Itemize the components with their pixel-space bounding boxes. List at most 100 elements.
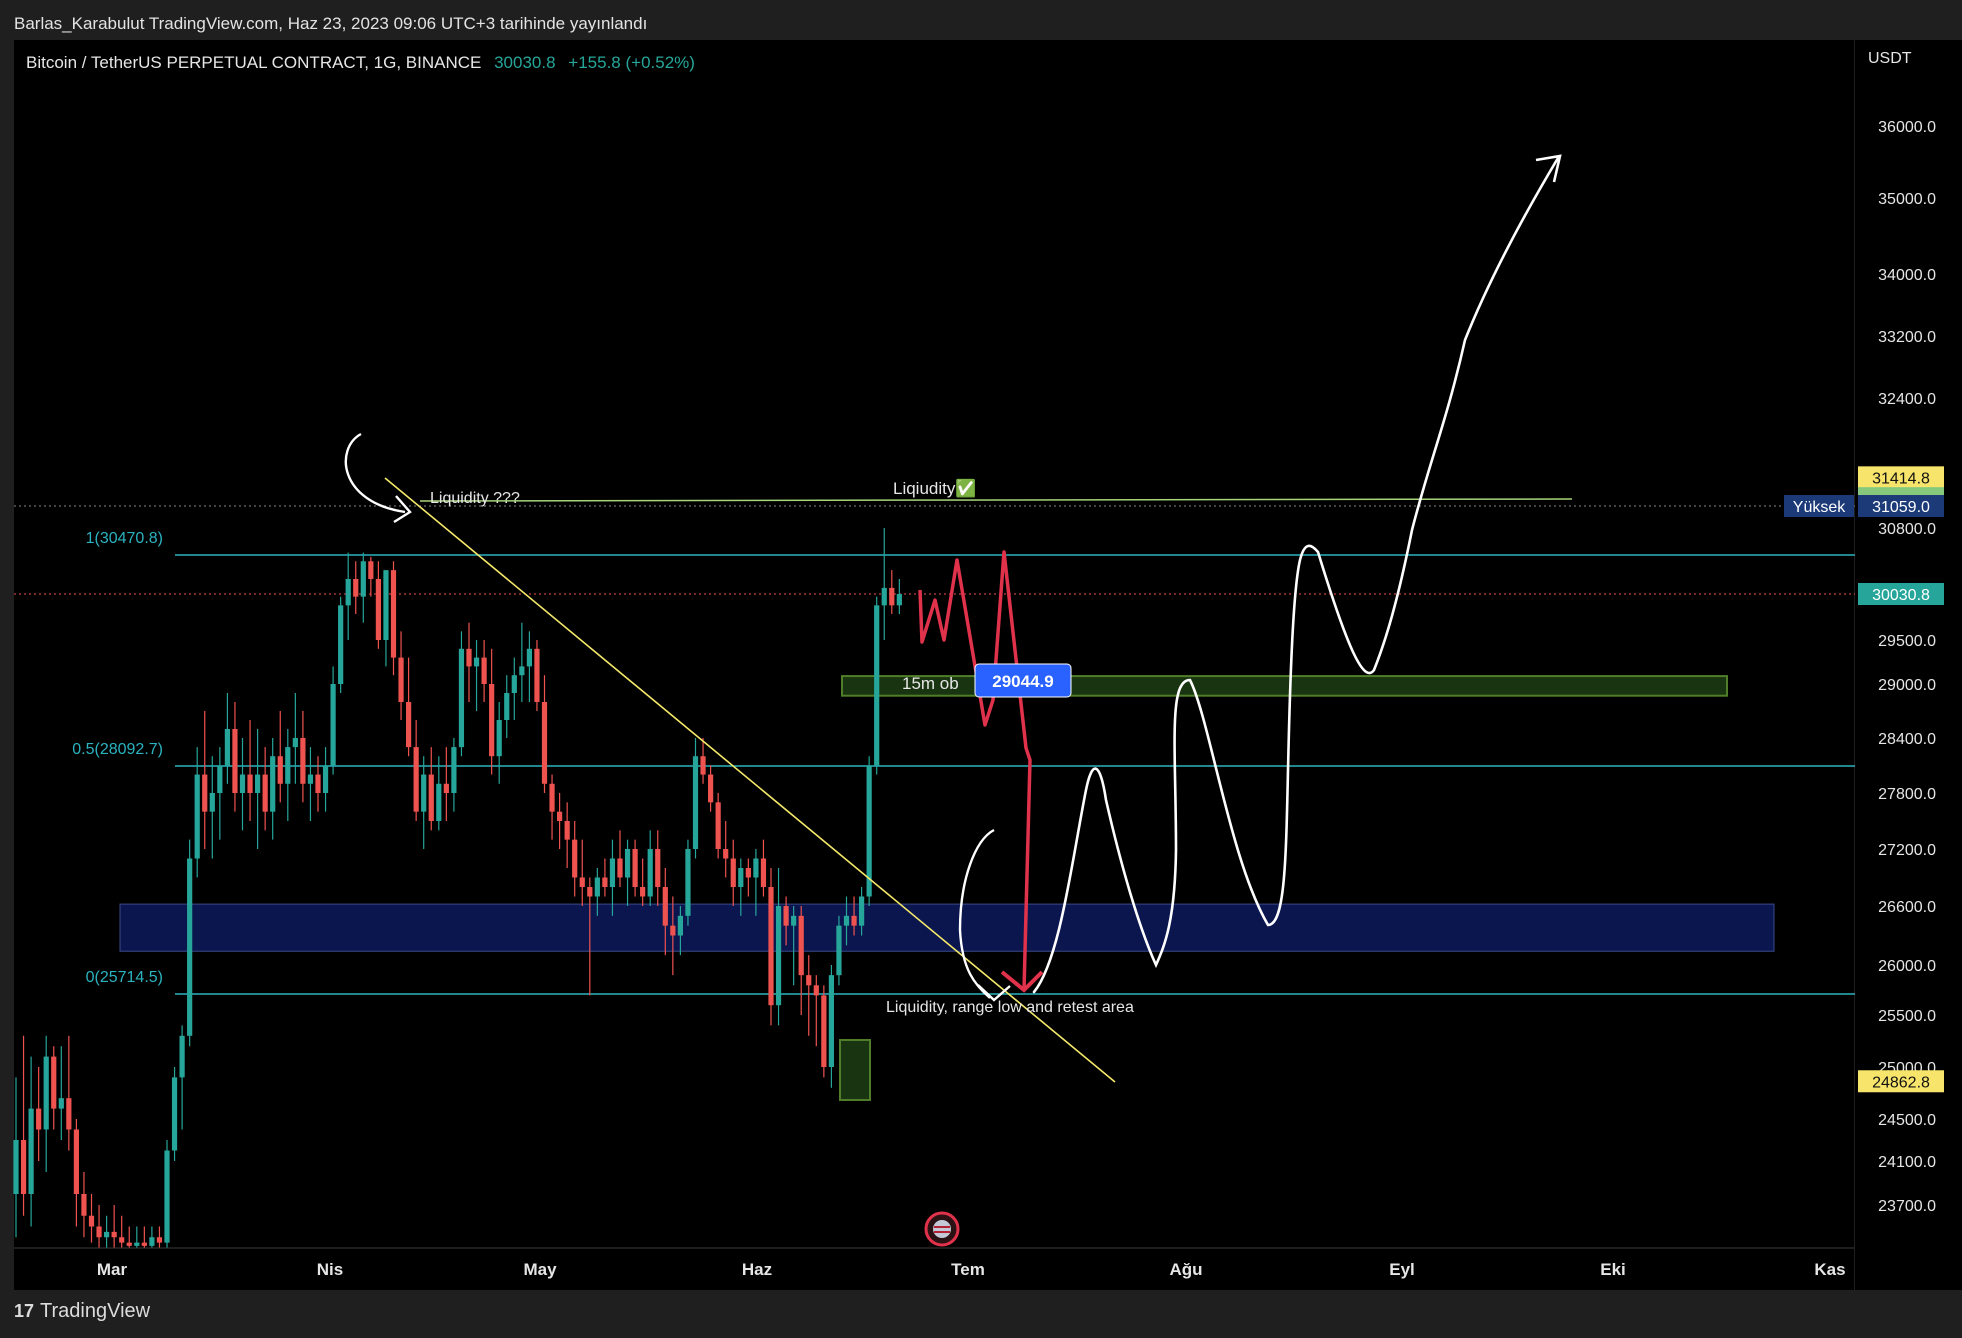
candle-body [458, 648, 465, 748]
candle-body [572, 839, 578, 878]
y-tick-label: 29000.0 [1878, 677, 1936, 694]
candle-body [247, 774, 253, 793]
candle-body [783, 906, 789, 926]
candle-body [209, 793, 215, 812]
candle-body [202, 774, 208, 812]
candle-body [58, 1098, 64, 1109]
y-tick-label: 24500.0 [1878, 1112, 1936, 1129]
candle-body [655, 849, 661, 887]
y-tick-label: 33200.0 [1878, 329, 1936, 346]
x-tick-label: Ağu [1169, 1260, 1202, 1279]
annotation-range-low: Liquidity, range low and retest area [886, 999, 1134, 1016]
candle-body [662, 887, 668, 926]
candle-body [489, 684, 495, 757]
candle-body [255, 774, 261, 793]
x-tick-label: Eyl [1389, 1260, 1415, 1279]
candle-body [171, 1077, 178, 1151]
projection-path [918, 550, 1032, 991]
candle-body [617, 858, 623, 878]
candle-body [859, 896, 865, 926]
candle-body [451, 747, 457, 793]
y-tick-label: 29500.0 [1878, 633, 1936, 650]
callout-price: 29044.9 [992, 672, 1053, 691]
candle-body [466, 648, 472, 667]
flag-icon[interactable] [924, 1211, 960, 1247]
footer-bar [0, 1290, 1962, 1338]
candle-body [775, 906, 782, 1006]
price-tag-value: 31414.8 [1872, 470, 1930, 487]
candle-body [111, 1231, 117, 1238]
chart-panel[interactable] [14, 40, 1854, 1290]
price-tag [1858, 583, 1944, 605]
candle-body [134, 1242, 140, 1246]
candle-body [564, 821, 570, 840]
candle-body [685, 849, 691, 916]
candle-body [141, 1242, 147, 1246]
candle-body [187, 858, 193, 1036]
candle-body [587, 887, 593, 897]
symbol-header: Bitcoin / TetherUS PERPETUAL CONTRACT, 1… [26, 53, 695, 73]
candle-body [13, 1140, 19, 1194]
candle-body [96, 1226, 102, 1238]
candle-body [473, 657, 480, 667]
annotation-liquidity-check: Liqiudity✅ [893, 478, 977, 498]
liquidity-arrowhead [393, 495, 412, 524]
candle-body [88, 1215, 95, 1227]
symbol-name: Bitcoin / TetherUS PERPETUAL CONTRACT, 1… [26, 53, 482, 72]
y-tick-label: 34000.0 [1878, 267, 1936, 284]
drawings-layer: Liquidity ??? Liqiudity✅ 15m ob Liquidity, … [344, 154, 1562, 1083]
tradingview-logo[interactable]: 17 TradingView [14, 1300, 150, 1323]
candle-body [723, 849, 729, 859]
candle-body [481, 657, 487, 684]
brand-name: TradingView [40, 1300, 151, 1322]
candle-body [224, 729, 230, 766]
candle-body [81, 1194, 87, 1216]
y-tick-label: 36000.0 [1878, 119, 1936, 136]
candle-body [270, 756, 276, 812]
bullish-scenario-path [1032, 156, 1560, 994]
candle-body [745, 868, 751, 878]
candle-body [390, 570, 397, 658]
candle-body [504, 693, 510, 720]
candle-body [262, 774, 268, 812]
candle-body [345, 579, 351, 606]
candle-body [496, 720, 502, 757]
y-tick-label: 28400.0 [1878, 731, 1936, 748]
candle-body [730, 858, 736, 887]
candles-layer [13, 528, 902, 1248]
candle-body [836, 925, 842, 976]
candle-body [768, 887, 774, 1006]
x-tick-label: Eki [1600, 1260, 1626, 1279]
y-tick-label: 26000.0 [1878, 958, 1936, 975]
candle-body [813, 985, 819, 996]
y-tick-label: 30800.0 [1878, 521, 1936, 538]
candle-body [881, 587, 887, 606]
candle-body [239, 774, 246, 793]
x-tick-label: Nis [317, 1260, 343, 1279]
annotation-15m-ob: 15m ob [902, 674, 959, 693]
y-axis-labels: 36000.0 35000.0 34000.0 33200.0 32400.0 30800… [1784, 119, 1944, 1215]
candle-body [36, 1108, 42, 1130]
candle-body [217, 765, 223, 793]
candle-body [375, 579, 381, 640]
demand-zone [119, 903, 1775, 952]
callout-box [974, 663, 1072, 698]
candle-body [511, 675, 517, 693]
candle-body [149, 1237, 155, 1246]
x-tick-label: May [523, 1260, 557, 1279]
candle-body [360, 561, 366, 597]
candle-body [406, 702, 412, 748]
candle-body [119, 1237, 125, 1243]
y-tick-label: 23700.0 [1878, 1198, 1936, 1215]
candle-body [677, 915, 683, 936]
price-tag-value: 31059.0 [1872, 499, 1930, 516]
candle-body [602, 877, 608, 887]
candle-body [28, 1108, 34, 1194]
fib-label: 0(25714.5) [86, 969, 163, 986]
y-tick-label: 32400.0 [1878, 391, 1936, 408]
candle-body [285, 747, 291, 784]
fib-label: 1(30470.8) [86, 530, 163, 547]
candle-body [428, 774, 434, 821]
candle-body [292, 738, 298, 748]
